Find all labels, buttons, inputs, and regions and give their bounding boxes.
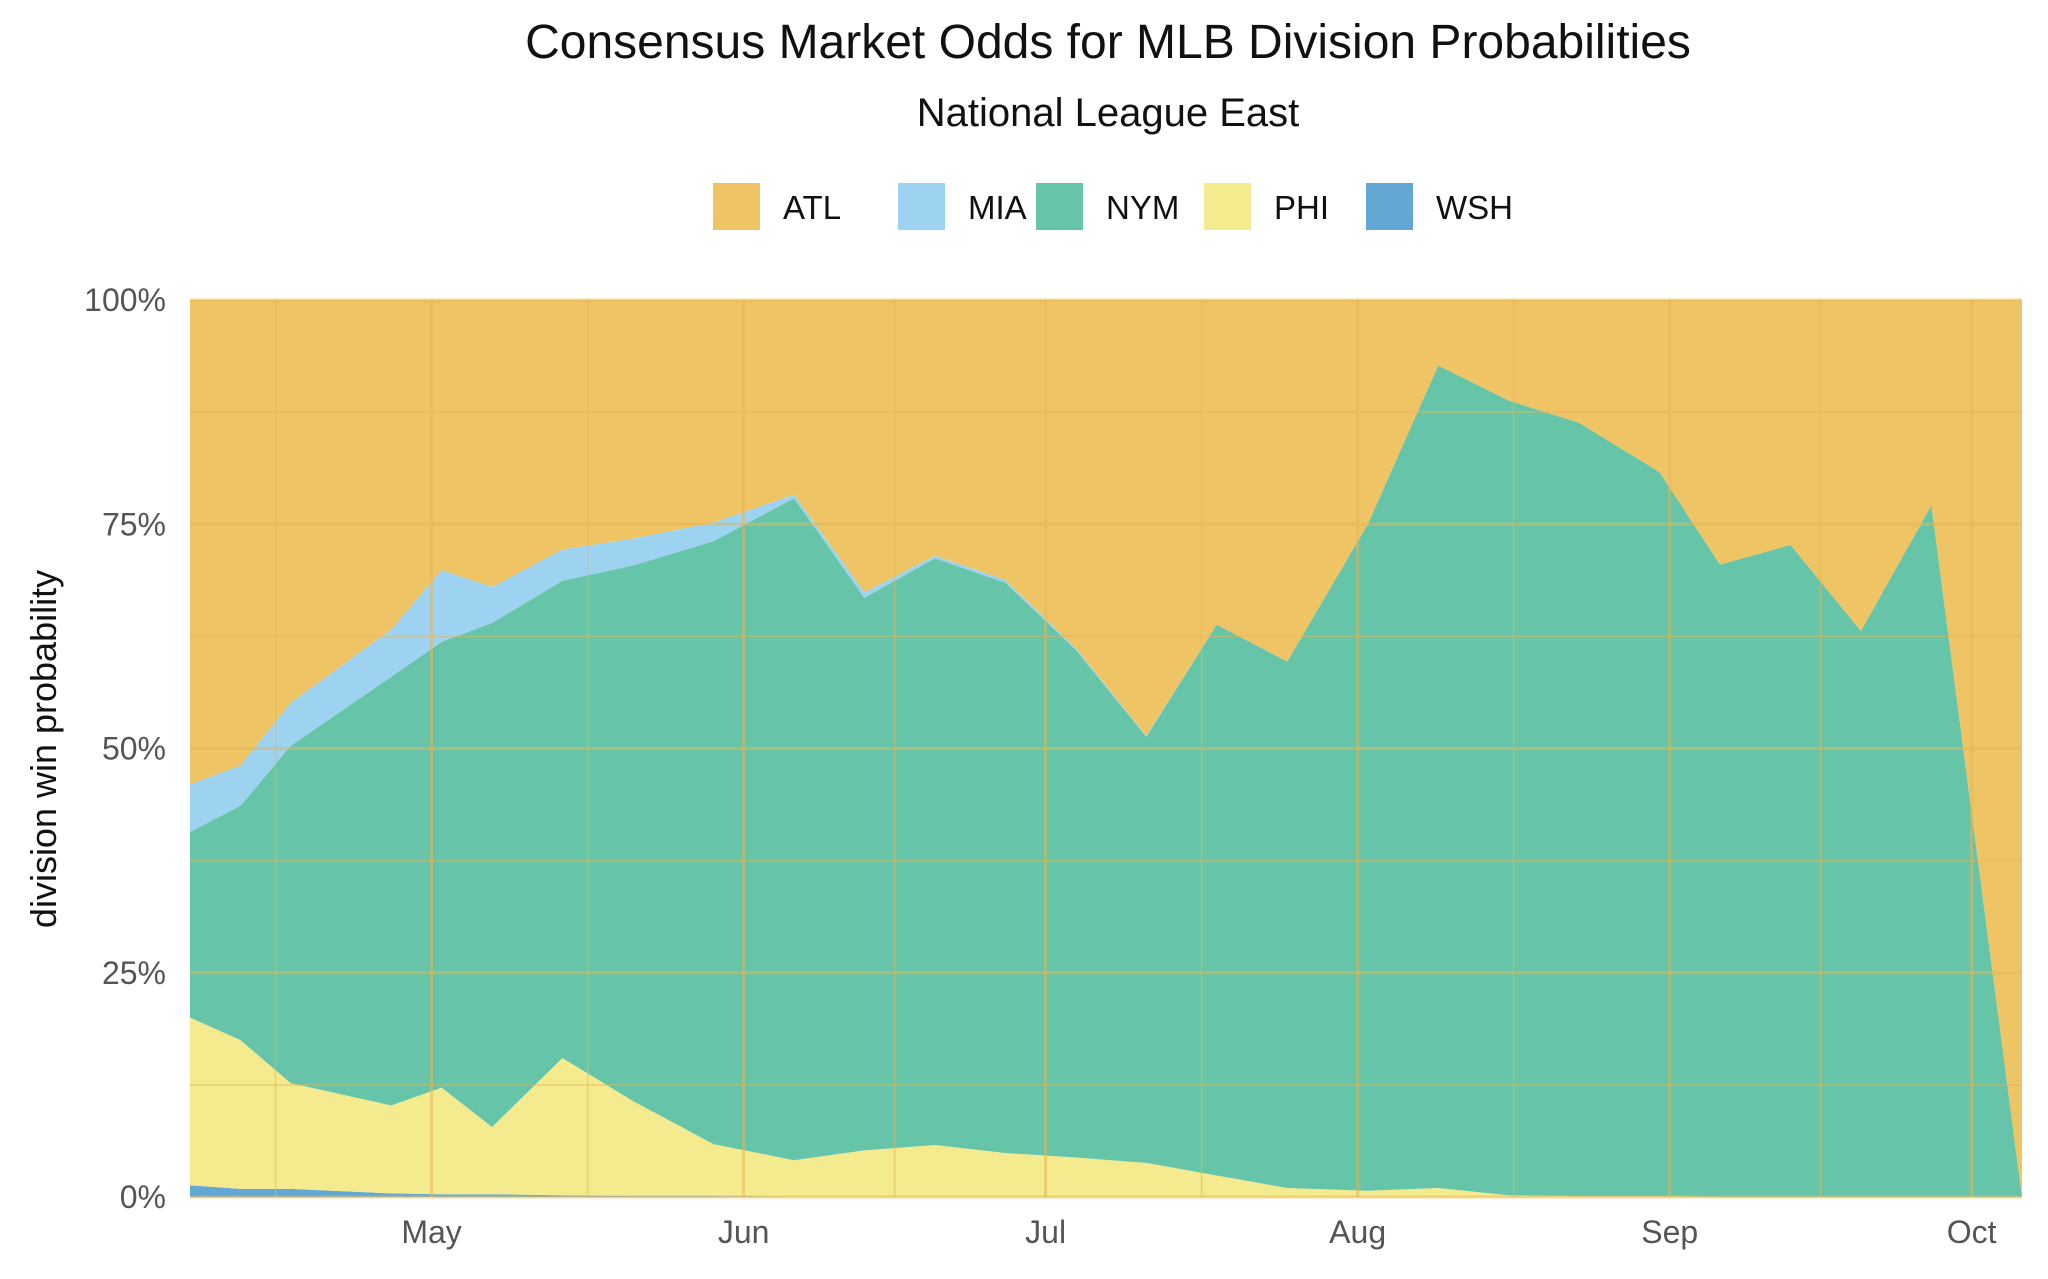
y-tick-label: 50% <box>102 731 166 767</box>
legend-label: WSH <box>1436 189 1513 226</box>
x-tick-label: Aug <box>1329 1214 1386 1250</box>
y-tick-label: 0% <box>120 1179 166 1215</box>
x-tick-label: Oct <box>1947 1214 1997 1250</box>
y-tick-label: 25% <box>102 955 166 991</box>
legend-swatch <box>1036 183 1083 230</box>
area-phi <box>190 1017 2022 1197</box>
x-tick-label: Jun <box>718 1214 770 1250</box>
legend-item-phi: PHI <box>1204 183 1329 230</box>
legend-swatch <box>713 183 760 230</box>
legend-item-wsh: WSH <box>1366 183 1513 230</box>
legend-swatch <box>1204 183 1251 230</box>
legend-label: PHI <box>1274 189 1329 226</box>
legend-item-nym: NYM <box>1036 183 1179 230</box>
x-tick-label: Jul <box>1025 1214 1066 1250</box>
y-axis-label: division win probability <box>23 570 64 928</box>
legend-swatch <box>1366 183 1413 230</box>
y-tick-label: 100% <box>84 282 166 318</box>
y-tick-label: 75% <box>102 506 166 542</box>
x-axis-tick-labels: May Jun Jul Aug Sep Oct <box>401 1214 1996 1250</box>
chart-title: Consensus Market Odds for MLB Division P… <box>525 16 1691 69</box>
x-tick-label: Sep <box>1641 1214 1698 1250</box>
chart-subtitle: National League East <box>917 91 1300 135</box>
legend-label: MIA <box>968 189 1027 226</box>
legend: ATL MIA NYM PHI WSH <box>713 183 1513 230</box>
legend-label: NYM <box>1106 189 1179 226</box>
legend-item-mia: MIA <box>898 183 1027 230</box>
legend-swatch <box>898 183 945 230</box>
grid-lines <box>190 298 2022 1199</box>
area-nym <box>190 365 2022 1197</box>
legend-label: ATL <box>783 189 841 226</box>
y-axis-tick-labels: 0% 25% 50% 75% 100% <box>84 282 166 1215</box>
x-tick-label: May <box>401 1214 461 1250</box>
legend-item-atl: ATL <box>713 183 841 230</box>
